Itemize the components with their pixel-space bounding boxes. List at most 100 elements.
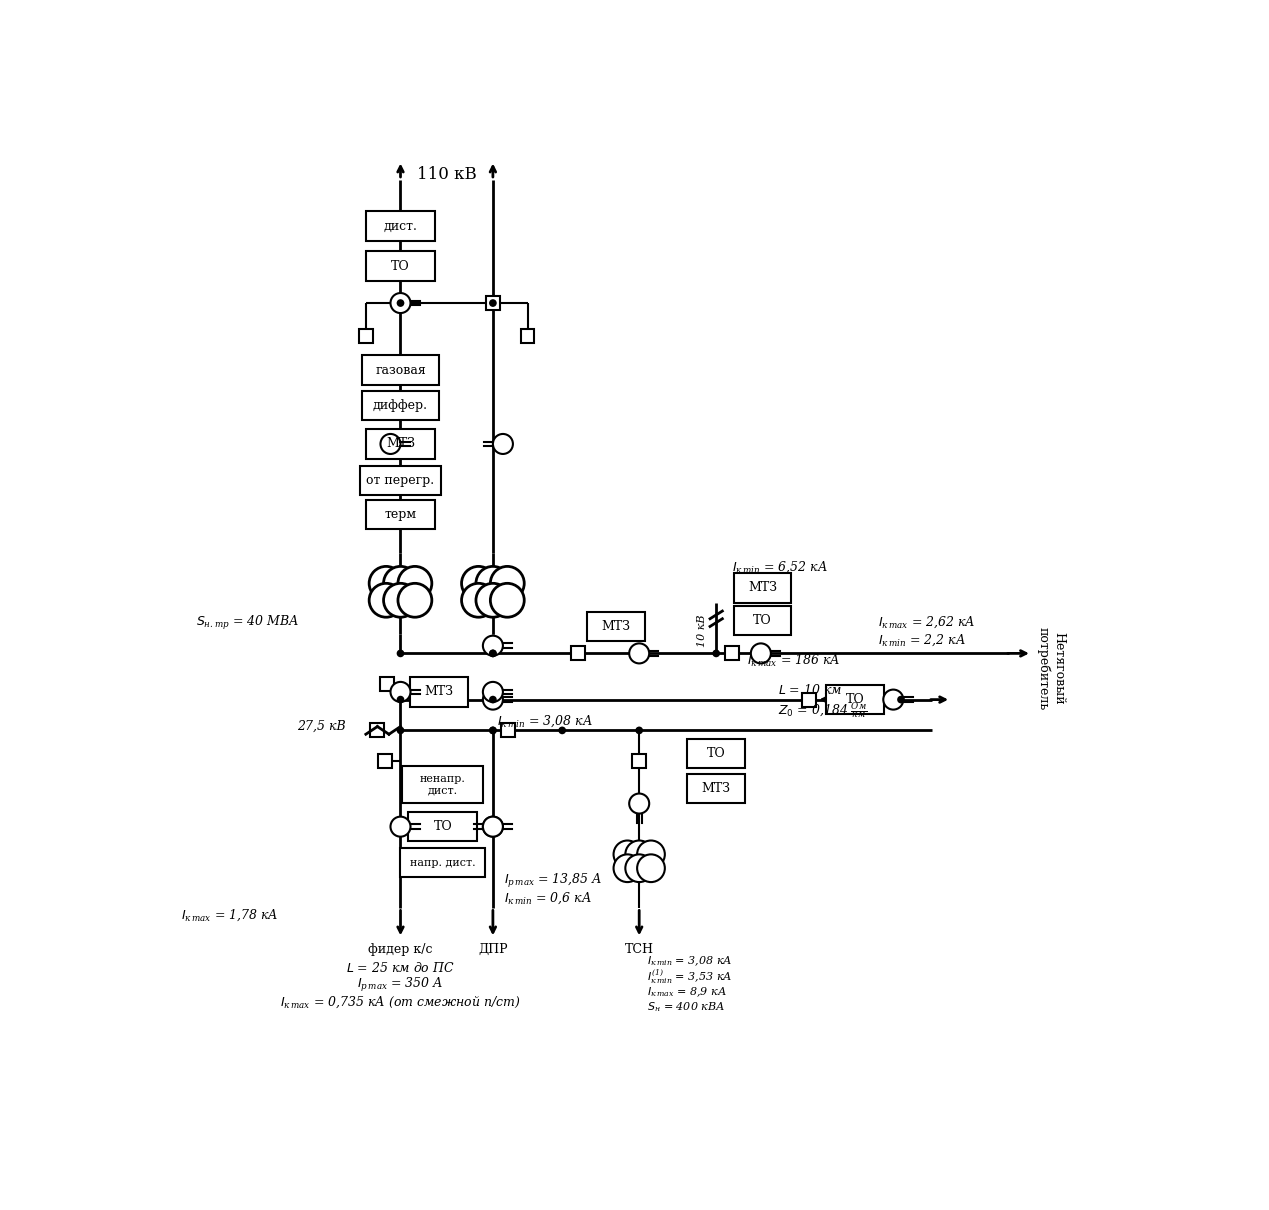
Text: ТО: ТО <box>707 747 726 760</box>
Bar <box>688 739 745 768</box>
Text: $I_\mathregular{к\,max}$ = 2,62 кА: $I_\mathregular{к\,max}$ = 2,62 кА <box>878 615 976 630</box>
Circle shape <box>712 650 720 657</box>
Text: МТЗ: МТЗ <box>747 582 777 594</box>
Circle shape <box>462 566 495 600</box>
Circle shape <box>558 726 566 734</box>
Circle shape <box>492 434 513 454</box>
Text: фидер к/с: фидер к/с <box>368 944 433 956</box>
Text: $I_\mathregular{к\,max}$ = 8,9 кА: $I_\mathregular{к\,max}$ = 8,9 кА <box>647 985 727 999</box>
Bar <box>378 754 392 768</box>
Bar <box>401 848 485 877</box>
Text: ТСН: ТСН <box>624 944 654 956</box>
Circle shape <box>637 854 665 882</box>
Text: ТО: ТО <box>845 693 864 707</box>
Text: ТО: ТО <box>753 613 772 627</box>
Circle shape <box>383 583 418 617</box>
Circle shape <box>883 690 904 709</box>
Circle shape <box>897 696 905 703</box>
Bar <box>826 685 883 714</box>
Bar <box>362 356 439 385</box>
Circle shape <box>383 566 418 600</box>
Text: газовая: газовая <box>376 363 426 376</box>
Bar <box>379 678 393 691</box>
Circle shape <box>637 841 665 869</box>
Circle shape <box>391 293 410 313</box>
Circle shape <box>369 583 404 617</box>
Bar <box>632 754 646 768</box>
Bar <box>365 500 435 530</box>
Bar <box>688 773 745 802</box>
Circle shape <box>636 726 643 734</box>
Text: 110 кВ: 110 кВ <box>416 166 477 183</box>
Circle shape <box>613 841 641 869</box>
Circle shape <box>489 299 496 307</box>
Text: ТО: ТО <box>391 260 410 272</box>
Circle shape <box>391 817 410 836</box>
Circle shape <box>369 566 404 600</box>
Text: $I_\mathregular{к\,min}$ = 3,08 кА: $I_\mathregular{к\,min}$ = 3,08 кА <box>647 955 732 968</box>
Bar <box>410 678 468 707</box>
Circle shape <box>489 726 496 734</box>
Circle shape <box>626 854 654 882</box>
Bar <box>360 466 440 495</box>
Text: МТЗ: МТЗ <box>702 782 731 795</box>
Circle shape <box>483 635 503 656</box>
Text: $L$ = 10 км: $L$ = 10 км <box>778 684 843 697</box>
Circle shape <box>490 583 524 617</box>
Circle shape <box>391 682 410 702</box>
Circle shape <box>381 434 401 454</box>
Circle shape <box>629 794 650 813</box>
Circle shape <box>397 696 405 703</box>
Bar <box>486 296 500 310</box>
Bar <box>588 612 645 641</box>
Circle shape <box>629 644 650 663</box>
Circle shape <box>489 696 496 703</box>
Text: $I_\mathregular{к\,min}$ = 2,2 кА: $I_\mathregular{к\,min}$ = 2,2 кА <box>878 633 966 649</box>
Circle shape <box>613 854 641 882</box>
Circle shape <box>483 817 503 836</box>
Bar <box>725 646 739 661</box>
Bar <box>733 574 792 603</box>
Circle shape <box>398 566 431 600</box>
Text: $I_\mathregular{к\,max}$ = 0,735 кА (от смежной п/ст): $I_\mathregular{к\,max}$ = 0,735 кА (от … <box>280 995 520 1010</box>
Circle shape <box>397 299 405 307</box>
Text: $I_\mathregular{р\,max}$ = 13,85 А: $I_\mathregular{р\,max}$ = 13,85 А <box>505 871 603 889</box>
Text: ненапр.
дист.: ненапр. дист. <box>420 773 466 795</box>
Text: $I_\mathregular{к\,min}$ = 6,52 кА: $I_\mathregular{к\,min}$ = 6,52 кА <box>732 559 827 575</box>
Bar <box>409 812 477 841</box>
Circle shape <box>476 566 510 600</box>
Bar <box>365 252 435 281</box>
Bar <box>402 766 483 802</box>
Text: диффер.: диффер. <box>373 399 428 411</box>
Text: $I_\mathregular{к\,max}$ = 186 кА: $I_\mathregular{к\,max}$ = 186 кА <box>747 653 840 669</box>
Bar <box>501 724 515 737</box>
Text: терм: терм <box>385 508 416 522</box>
Text: МТЗ: МТЗ <box>386 438 415 450</box>
Circle shape <box>490 566 524 600</box>
Bar <box>733 606 792 635</box>
Text: $S_\mathregular{н.тр}$ = 40 МВА: $S_\mathregular{н.тр}$ = 40 МВА <box>197 613 299 632</box>
Bar <box>520 329 534 344</box>
Circle shape <box>476 583 510 617</box>
Circle shape <box>397 650 405 657</box>
Text: от перегр.: от перегр. <box>367 473 434 486</box>
Text: напр. дист.: напр. дист. <box>410 858 476 868</box>
Text: $L$ = 25 км до ПС: $L$ = 25 км до ПС <box>346 961 454 974</box>
Bar <box>571 646 585 661</box>
Circle shape <box>483 690 503 709</box>
Text: $I_\mathregular{к\,min}$ = 0,6 кА: $I_\mathregular{к\,min}$ = 0,6 кА <box>505 891 593 906</box>
Circle shape <box>462 583 495 617</box>
Text: $I^\mathregular{(1)}_\mathregular{к\,min}$ = 3,53 кА: $I^\mathregular{(1)}_\mathregular{к\,min… <box>647 968 732 986</box>
Bar <box>371 724 385 737</box>
Circle shape <box>626 841 654 869</box>
Text: $S_\mathregular{н}$ = 400 кВА: $S_\mathregular{н}$ = 400 кВА <box>647 1001 725 1014</box>
Text: Нетяговый
потребитель: Нетяговый потребитель <box>1037 627 1066 710</box>
Circle shape <box>489 650 496 657</box>
Text: $I_\mathregular{к\,min}$ = 3,08 кА: $I_\mathregular{к\,min}$ = 3,08 кА <box>496 714 593 728</box>
Text: $Z_0$ = 0,184 $\frac{\mathregular{Ом}}{\mathregular{км}}$: $Z_0$ = 0,184 $\frac{\mathregular{Ом}}{\… <box>778 699 867 720</box>
Circle shape <box>398 583 431 617</box>
Bar <box>362 391 439 420</box>
Bar <box>359 329 373 344</box>
Text: МТЗ: МТЗ <box>425 685 453 698</box>
Circle shape <box>489 726 496 734</box>
